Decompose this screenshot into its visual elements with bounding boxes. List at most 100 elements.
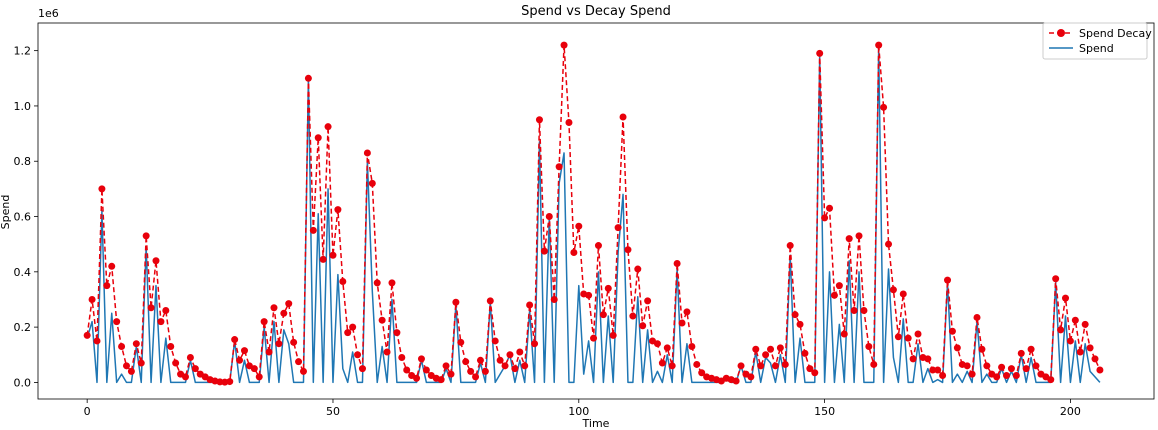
series-spend-decay [83,41,1104,386]
spend-decay-point [1071,316,1079,324]
spend-decay-point [265,348,273,356]
spend-decay-point [634,265,642,273]
spend-decay-point [688,342,696,350]
spend-decay-point [968,370,976,378]
spend-decay-point [383,348,391,356]
y-axis-title: Spend [0,195,12,230]
spend-decay-point [585,291,593,299]
spend-decay-point [304,74,312,82]
spend-decay-point [781,360,789,368]
spend-decay-point [349,323,357,331]
spend-decay-point [757,362,765,370]
spend-decay-point [290,338,298,346]
y-tick-label: 0.4 [14,266,32,279]
spend-decay-point [314,134,322,142]
spend-decay-point [1022,365,1030,373]
spend-decay-point [1057,326,1065,334]
spend-decay-point [796,320,804,328]
spend-decay-point [914,330,922,338]
spend-decay-point [1003,372,1011,379]
spend-decay-point [103,282,111,290]
spend-decay-point [767,345,775,353]
spend-decay-point [1066,337,1074,345]
spend-decay-point [555,163,563,171]
spend-decay-point [152,257,160,265]
spend-decay-point [1096,366,1104,374]
spend-decay-point [1017,349,1025,357]
spend-decay-point [157,318,165,326]
spend-decay-point [934,366,942,374]
spend-decay-point [486,297,494,305]
spend-decay-point [594,242,602,250]
spend-decay-point [339,278,347,285]
y-scale-label: 1e6 [38,7,59,20]
legend-box [1042,22,1148,60]
spend-decay-point [368,179,376,187]
spend-decay-point [762,351,770,359]
spend-decay-point [142,232,150,240]
spend-decay-point [378,316,386,324]
spend-decay-point [840,330,848,338]
spend-decay-point [821,214,829,222]
x-tick-label: 0 [84,405,91,418]
spend-decay-point [644,297,652,305]
spend-decay-point [963,362,971,370]
spend-decay-point [575,222,583,230]
spend-decay-point [791,311,799,319]
spend-decay-point [531,340,539,348]
spend-decay-point [467,367,475,375]
x-axis-title: Time [582,417,610,430]
spend-decay-point [1032,362,1040,370]
spend-decay-point [609,331,617,339]
spend-decay-point [939,372,947,379]
spend-decay-point [358,365,366,373]
spend-decay-point [658,359,666,367]
spend-decay-point [993,373,1001,381]
spend-decay-point [521,362,529,370]
spend-decay-point [875,41,883,49]
spend-decay-point [113,318,121,326]
spend-decay-point [1012,372,1020,379]
x-tick-label: 50 [326,405,340,418]
x-tick-label: 150 [814,405,835,418]
spend-decay-point [457,338,465,346]
x-axis: 0 50 100 150 200 [84,399,1081,418]
spend-decay-point [363,149,371,157]
y-tick-label: 1.2 [14,45,32,58]
spend-decay-point [447,370,455,378]
spend-decay-point [855,232,863,240]
spend-decay-point [816,49,824,57]
spend-decay-point [889,286,897,294]
spend-decay-point [476,356,484,364]
spend-decay-point [835,282,843,290]
spend-decay-point [545,213,553,221]
spend-decay-point [285,300,293,308]
spend-decay-point [973,313,981,321]
spend-decay-point [309,226,317,234]
spend-decay-point [801,349,809,357]
spend-decay-point [1052,275,1060,283]
spend-decay-point [1062,294,1070,302]
spend-decay-point [909,355,917,363]
spend-decay-point [280,309,288,317]
spend-decay-point [373,279,381,287]
spend-decay-point [998,363,1006,371]
spend-decay-point [894,333,902,341]
series-spend [86,47,1101,384]
spend-decay-point [683,308,691,316]
spend-decay-point [462,358,470,366]
spend-decay-point [830,291,838,299]
spend-decay-point [295,358,303,366]
spend-decay-point [526,301,534,309]
x-tick-label: 100 [568,405,589,418]
spend-decay-point [983,362,991,370]
legend-decay-label: Spend Decay [1079,27,1152,40]
spend-decay-point [388,279,396,287]
spend-decay-point [1081,320,1089,328]
spend-decay-point [186,354,194,362]
spend-decay-point [511,365,519,373]
spend-decay-point [172,359,180,367]
spend-decay-point [619,113,627,121]
spend-decay-point [570,248,578,256]
spend-decay-point [481,367,489,375]
